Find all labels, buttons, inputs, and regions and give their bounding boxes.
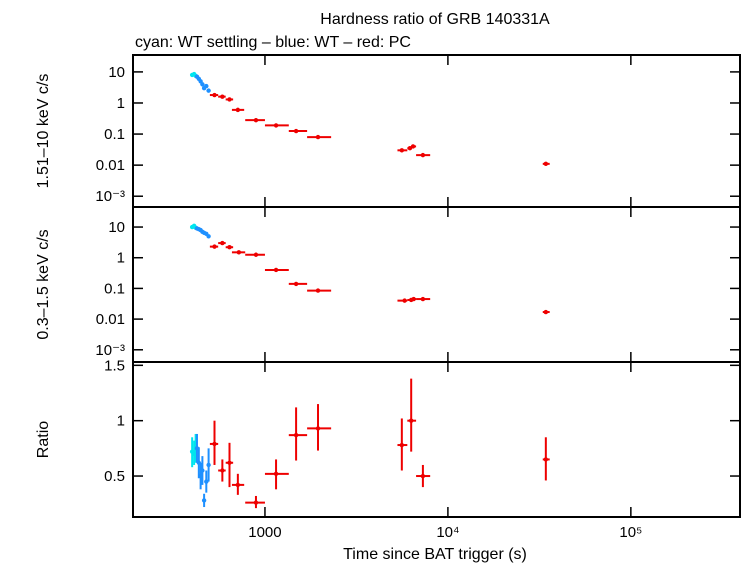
data-point bbox=[253, 252, 259, 257]
data-point bbox=[220, 468, 225, 473]
y-tick-label: 0.01 bbox=[96, 311, 125, 328]
data-point bbox=[293, 128, 299, 134]
data-point bbox=[543, 457, 549, 462]
data-point bbox=[200, 468, 205, 473]
plot-frame bbox=[132, 206, 741, 363]
data-point bbox=[315, 134, 321, 140]
y-tick-label: 0.01 bbox=[96, 157, 125, 174]
y-axis-label: 1.51–10 keV c/s bbox=[35, 74, 52, 189]
plot-frame bbox=[132, 361, 741, 518]
data-point bbox=[235, 107, 241, 113]
data-point bbox=[315, 426, 321, 431]
data-point bbox=[411, 296, 416, 302]
data-point bbox=[206, 88, 211, 93]
data-point bbox=[227, 97, 232, 102]
data-point bbox=[273, 123, 279, 128]
data-point bbox=[399, 442, 405, 448]
data-point bbox=[206, 234, 211, 239]
data-point bbox=[227, 245, 232, 250]
data-point bbox=[212, 244, 217, 249]
data-point bbox=[204, 83, 209, 89]
y-axis-label: Ratio bbox=[35, 421, 52, 458]
data-point bbox=[212, 441, 217, 447]
data-point bbox=[408, 418, 414, 423]
data-point bbox=[543, 161, 549, 167]
chart-subtitle: cyan: WT settling – blue: WT – red: PC bbox=[135, 34, 411, 51]
data-point bbox=[227, 460, 232, 465]
x-tick-label: 10⁵ bbox=[619, 524, 642, 541]
data-point bbox=[293, 432, 299, 438]
y-tick-label: 0.1 bbox=[104, 280, 125, 297]
y-tick-label: 0.1 bbox=[104, 126, 125, 143]
data-point bbox=[235, 482, 241, 488]
data-point bbox=[206, 462, 211, 468]
data-point bbox=[410, 144, 416, 149]
data-point bbox=[201, 498, 207, 503]
y-tick-label: 10 bbox=[108, 219, 125, 236]
data-point bbox=[420, 296, 426, 302]
y-tick-label: 10 bbox=[108, 64, 125, 81]
data-point bbox=[420, 473, 426, 479]
data-point bbox=[200, 82, 205, 87]
y-tick-label: 0.5 bbox=[104, 468, 125, 485]
data-point bbox=[399, 148, 405, 153]
plot-frame bbox=[132, 54, 741, 208]
data-point bbox=[543, 309, 549, 315]
x-tick-label: 1000 bbox=[248, 524, 281, 541]
y-tick-label: 10⁻³ bbox=[95, 188, 125, 205]
data-point bbox=[220, 94, 225, 99]
data-point bbox=[293, 281, 299, 287]
data-point bbox=[253, 500, 259, 505]
x-axis-label: Time since BAT trigger (s) bbox=[343, 546, 527, 563]
data-point bbox=[220, 240, 225, 246]
data-point bbox=[273, 471, 279, 477]
data-point bbox=[236, 250, 242, 255]
y-tick-label: 1 bbox=[117, 95, 125, 112]
data-point bbox=[273, 267, 279, 273]
y-axis-label: 0.3–1.5 keV c/s bbox=[35, 229, 52, 339]
data-point bbox=[420, 152, 426, 158]
y-tick-label: 1.5 bbox=[104, 357, 125, 374]
data-point bbox=[204, 479, 209, 484]
data-point bbox=[253, 117, 259, 123]
y-tick-label: 1 bbox=[117, 250, 125, 267]
y-tick-label: 10⁻³ bbox=[95, 342, 125, 359]
chart-title: Hardness ratio of GRB 140331A bbox=[320, 11, 550, 28]
data-point bbox=[212, 92, 217, 98]
data-point bbox=[402, 298, 407, 303]
x-tick-label: 10⁴ bbox=[436, 524, 459, 541]
y-tick-label: 1 bbox=[117, 413, 125, 430]
data-point bbox=[315, 288, 321, 293]
